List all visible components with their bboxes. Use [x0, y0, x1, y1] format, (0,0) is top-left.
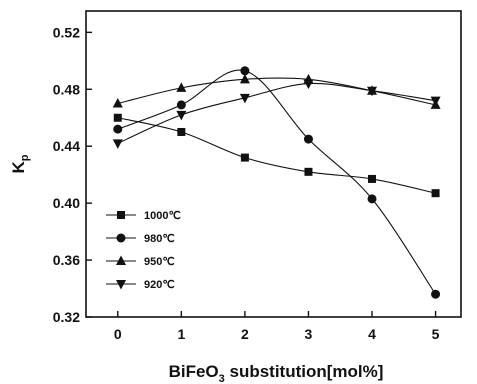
series-0: [113, 113, 440, 198]
data-point: [240, 66, 250, 76]
legend-item: 1000℃: [106, 210, 181, 222]
x-tick-label: 2: [241, 326, 249, 342]
legend-marker: [116, 233, 126, 243]
y-tick-label: 0.52: [53, 24, 80, 40]
y-tick-label: 0.44: [53, 138, 80, 154]
series-line: [117, 117, 436, 194]
series-2: [112, 73, 441, 109]
data-point: [240, 153, 249, 162]
legend-marker: [116, 255, 126, 265]
y-tick-label: 0.48: [53, 81, 80, 97]
data-point: [431, 189, 440, 198]
x-axis-title-rest: substitution[mol%]: [225, 362, 384, 381]
data-point: [303, 79, 314, 90]
x-axis-title: BiFeO3 substitution[mol%]: [169, 362, 384, 384]
legend-label: 950℃: [144, 256, 175, 268]
x-tick-label: 1: [177, 326, 185, 342]
data-point: [112, 139, 123, 149]
data-point: [367, 194, 377, 204]
data-point: [368, 174, 377, 183]
series-3: [112, 79, 441, 149]
legend: 1000℃ 980℃ 950℃ 920℃: [106, 210, 181, 291]
y-tick-label: 0.36: [53, 252, 80, 268]
data-point: [367, 86, 378, 97]
legend-item: 950℃: [106, 255, 175, 268]
data-point: [304, 167, 313, 176]
data-point: [176, 110, 187, 121]
data-point: [239, 73, 250, 84]
y-axis-title-main: K: [9, 161, 28, 174]
legend-marker: [117, 211, 125, 219]
y-tick-label: 0.40: [53, 195, 80, 211]
axis-ticks: 0.32 0.36 0.40 0.44 0.48 0.52 0 1 2 3 4 5: [53, 24, 440, 342]
series-1: [113, 66, 441, 299]
data-point: [303, 134, 313, 144]
y-axis-title: Kp: [9, 154, 31, 173]
x-tick-label: 4: [368, 326, 376, 342]
legend-label: 1000℃: [144, 210, 181, 222]
x-axis-title-main: BiFeO: [169, 362, 219, 381]
x-axis-title-subscript: 3: [219, 373, 225, 384]
data-point: [430, 96, 441, 107]
legend-item: 980℃: [106, 233, 175, 245]
legend-label: 920℃: [144, 279, 175, 291]
data-point: [176, 82, 187, 92]
data-point: [177, 127, 186, 136]
legend-item: 920℃: [106, 279, 175, 291]
data-point: [113, 124, 123, 134]
legend-marker: [116, 280, 126, 290]
legend-label: 980℃: [144, 233, 175, 245]
x-tick-label: 0: [114, 326, 122, 342]
series-line: [117, 82, 436, 144]
y-tick-label: 0.32: [53, 309, 80, 325]
data-point: [176, 100, 186, 110]
series-layer: [112, 66, 441, 299]
y-axis-title-subscript: p: [19, 154, 31, 161]
data-point: [112, 98, 123, 108]
data-point: [113, 113, 122, 122]
plot-frame: [85, 10, 462, 318]
data-point: [431, 289, 441, 299]
x-tick-label: 5: [432, 326, 440, 342]
x-tick-label: 3: [305, 326, 313, 342]
data-point: [239, 93, 250, 104]
series-line: [117, 77, 436, 106]
